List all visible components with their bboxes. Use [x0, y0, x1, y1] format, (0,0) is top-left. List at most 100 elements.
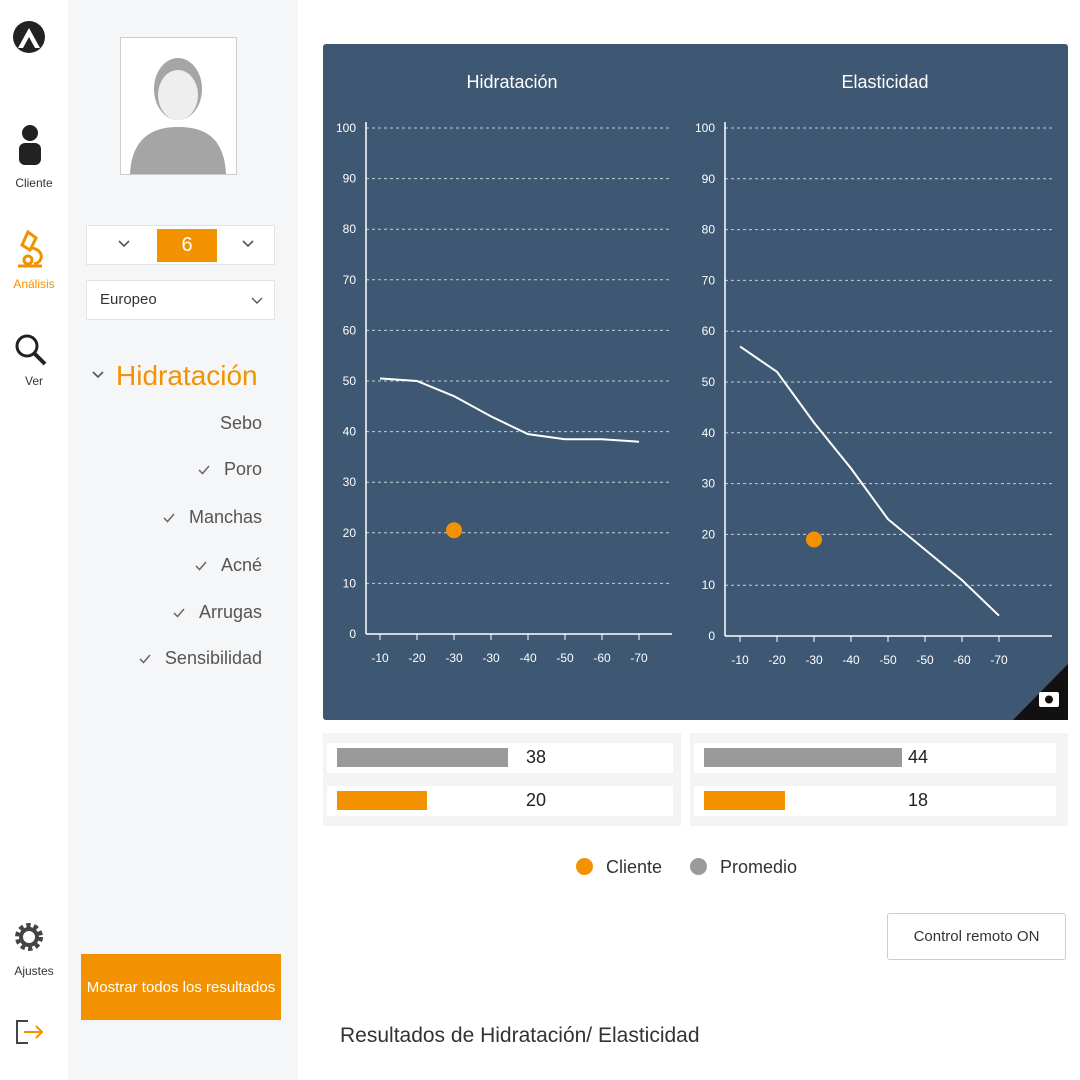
analysis-item[interactable]: Manchas — [163, 507, 262, 528]
analysis-item[interactable]: Arrugas — [173, 602, 262, 623]
client-icon[interactable] — [16, 124, 44, 166]
y-tick-label: 100 — [695, 121, 715, 135]
y-tick-label: 50 — [343, 374, 357, 388]
nav-label[interactable]: Análisis — [13, 277, 55, 291]
y-tick-label: 0 — [708, 629, 715, 643]
check-icon — [139, 654, 151, 664]
nav-label[interactable]: Cliente — [15, 176, 53, 190]
y-tick-label: 30 — [343, 475, 357, 489]
y-tick-label: 10 — [702, 578, 716, 592]
client-point — [446, 522, 462, 539]
summary-row: 38 — [327, 743, 673, 773]
x-tick-label: -50 — [916, 653, 934, 667]
summary-value: 20 — [526, 790, 547, 810]
summary-card: 44 18 — [690, 733, 1068, 826]
chart-title: Hidratación — [466, 72, 557, 92]
x-tick-label: -70 — [630, 651, 648, 665]
y-tick-label: 90 — [343, 172, 357, 186]
analysis-item[interactable]: Acné — [195, 555, 262, 576]
summary-bar — [704, 791, 785, 810]
x-tick-label: -70 — [990, 653, 1008, 667]
level-value: 6 — [157, 229, 217, 262]
y-tick-label: 90 — [702, 172, 716, 186]
item-label: Sebo — [219, 413, 262, 433]
section-title: Hidratación — [116, 360, 258, 391]
y-tick-label: 20 — [343, 526, 357, 540]
x-tick-label: -50 — [879, 653, 897, 667]
check-icon — [173, 608, 185, 618]
x-tick-label: -60 — [593, 651, 611, 665]
item-label: Sensibilidad — [164, 648, 262, 668]
y-tick-label: 70 — [702, 273, 716, 287]
x-tick-label: -10 — [371, 651, 389, 665]
chevron-down[interactable] — [117, 239, 131, 249]
legend-swatch — [576, 858, 593, 875]
summary-bar — [337, 791, 427, 810]
level-selector: 6 — [86, 225, 275, 265]
remote-button[interactable]: Control remoto ON — [887, 913, 1066, 960]
chart-title: Elasticidad — [841, 72, 928, 92]
charts: Hidratación 0 10 20 30 40 50 60 70 80 90 100 -10 -20 -… — [336, 72, 1068, 720]
chart-panel: Hidratación 0 10 20 30 40 50 60 70 80 90 100 -10 -20 -… — [323, 44, 1068, 720]
summary-value: 18 — [908, 790, 929, 810]
legend-swatch — [690, 858, 707, 875]
item-label: Poro — [223, 459, 262, 479]
check-icon — [198, 465, 210, 475]
nav-label[interactable]: Ajustes — [14, 964, 54, 978]
avatar — [120, 37, 237, 175]
y-tick-label: 80 — [343, 222, 357, 236]
x-tick-label: -40 — [519, 651, 537, 665]
ethnicity-value: Europeo — [100, 291, 157, 308]
x-tick-label: -10 — [731, 653, 749, 667]
ethnicity-dropdown[interactable]: Europeo — [86, 280, 275, 320]
analysis-item[interactable]: Sebo — [220, 413, 262, 434]
line-series — [379, 377, 640, 443]
x-tick-label: -60 — [953, 653, 971, 667]
x-tick-label: -30 — [805, 653, 823, 667]
y-tick-label: 0 — [349, 627, 356, 641]
y-tick-label: 60 — [702, 324, 716, 338]
y-tick-label: 60 — [343, 323, 357, 337]
settings-icon[interactable] — [14, 922, 44, 952]
nav-label[interactable]: Ver — [24, 374, 43, 388]
summary-value: 38 — [526, 747, 547, 767]
x-tick-label: -40 — [842, 653, 860, 667]
summary-row: 18 — [694, 786, 1056, 816]
chevron-down[interactable] — [241, 239, 255, 249]
item-label: Manchas — [188, 507, 262, 527]
summary-card: 38 20 — [323, 733, 681, 826]
y-tick-label: 100 — [336, 121, 356, 135]
camera-icon[interactable] — [1039, 692, 1059, 707]
x-tick-label: -20 — [768, 653, 786, 667]
y-tick-label: 70 — [343, 273, 357, 287]
summary-value: 44 — [908, 747, 929, 767]
item-label: Arrugas — [198, 602, 262, 622]
chevron-down — [251, 297, 263, 304]
line-series — [739, 345, 1000, 617]
item-label: Acné — [220, 555, 262, 575]
chevron-down[interactable] — [91, 370, 105, 380]
y-tick-label: 20 — [702, 527, 716, 541]
y-tick-label: 40 — [343, 425, 357, 439]
x-tick-label: -20 — [408, 651, 426, 665]
check-icon — [163, 513, 175, 523]
summary-row: 44 — [694, 743, 1056, 773]
show-all-button[interactable]: Mostrar todos los resultados — [81, 954, 281, 1020]
y-tick-label: 50 — [702, 375, 716, 389]
analysis-icon[interactable] — [14, 228, 46, 270]
summary-bar — [337, 748, 508, 767]
x-tick-label: -50 — [556, 651, 574, 665]
logout-icon[interactable] — [14, 1018, 46, 1046]
y-tick-label: 80 — [702, 223, 716, 237]
analysis-item[interactable]: Sensibilidad — [139, 648, 262, 669]
y-tick-label: 40 — [702, 426, 716, 440]
logo — [13, 21, 45, 53]
footer-title: Resultados de Hidratación/ Elasticidad — [340, 1024, 700, 1047]
search-icon[interactable] — [14, 333, 48, 367]
analysis-item[interactable]: Poro — [198, 459, 262, 480]
summary-row: 20 — [327, 786, 673, 816]
client-point — [806, 531, 822, 548]
y-tick-label: 30 — [702, 477, 716, 491]
legend-label: Cliente — [606, 857, 663, 877]
corner — [1013, 664, 1068, 720]
